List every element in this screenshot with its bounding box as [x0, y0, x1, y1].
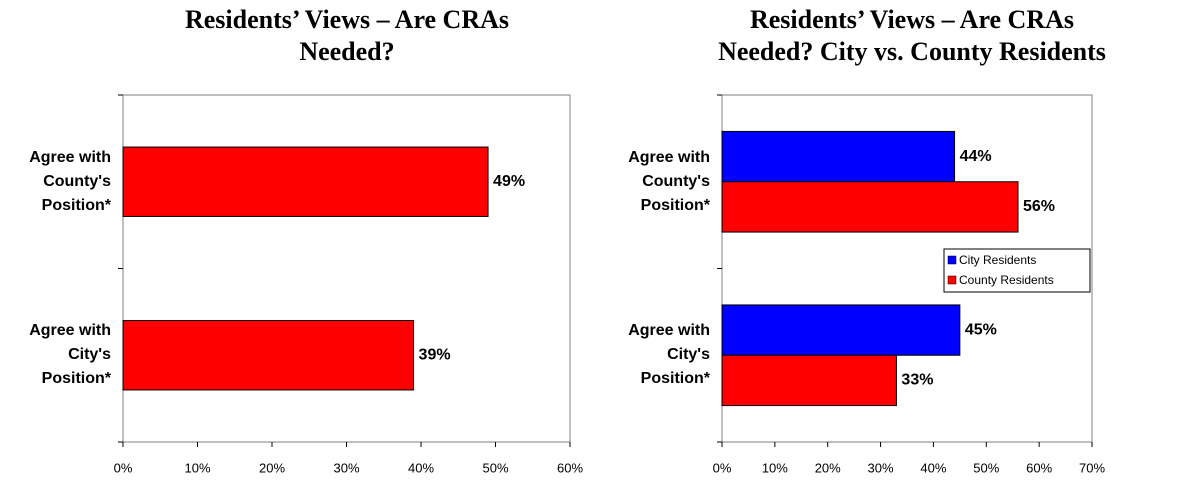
- x-tick-label: 50%: [973, 460, 999, 475]
- x-tick-label: 60%: [557, 460, 583, 475]
- x-tick-label: 60%: [1026, 460, 1052, 475]
- x-tick-label: 0%: [114, 460, 133, 475]
- value-label: 44%: [960, 148, 992, 165]
- value-label: 33%: [901, 372, 933, 389]
- chart-title: Residents’ Views – Are CRAs Needed?: [184, 5, 510, 66]
- x-tick-label: 0%: [713, 460, 732, 475]
- legend-box: [943, 248, 1091, 293]
- x-tick-label: 10%: [762, 460, 788, 475]
- value-label: 56%: [1023, 198, 1055, 215]
- value-label: 45%: [965, 321, 997, 338]
- legend-swatch: [947, 255, 957, 265]
- x-tick-label: 30%: [868, 460, 894, 475]
- y-tick-label: Agree with City's Position*: [29, 322, 111, 388]
- legend-label: City Residents: [959, 253, 1036, 267]
- x-tick-label: 20%: [259, 460, 285, 475]
- value-label: 49%: [493, 173, 525, 190]
- value-label: 39%: [419, 346, 451, 363]
- legend-label: County Residents: [959, 273, 1054, 287]
- chart-title: Residents’ Views – Are CRAs Needed? City…: [718, 5, 1106, 66]
- x-tick-label: 40%: [920, 460, 946, 475]
- x-tick-label: 50%: [482, 460, 508, 475]
- x-tick-label: 70%: [1079, 460, 1105, 475]
- bar: [122, 320, 415, 391]
- bar: [721, 304, 961, 356]
- x-tick-label: 30%: [333, 460, 359, 475]
- bar: [721, 181, 1019, 233]
- y-tick-label: Agree with County's Position*: [628, 148, 710, 214]
- y-tick-label: Agree with City's Position*: [628, 322, 710, 388]
- y-tick-label: Agree with County's Position*: [29, 148, 111, 214]
- bar: [721, 354, 897, 407]
- bar: [122, 146, 489, 217]
- legend-swatch: [947, 275, 957, 285]
- x-tick-label: 20%: [815, 460, 841, 475]
- bar: [721, 130, 956, 183]
- x-tick-label: 40%: [408, 460, 434, 475]
- x-tick-label: 10%: [184, 460, 210, 475]
